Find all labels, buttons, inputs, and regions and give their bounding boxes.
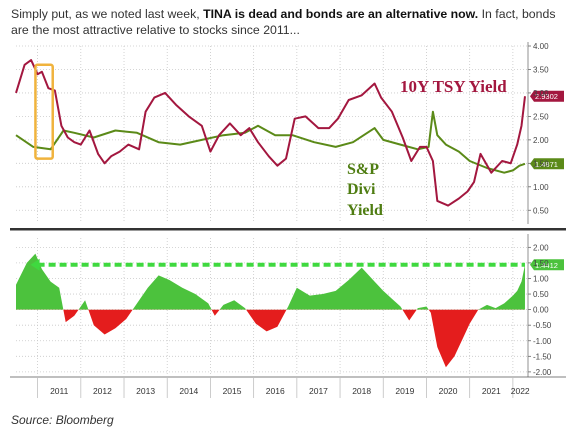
chart-background [10, 40, 566, 405]
y-tick-label-bottom: -1.50 [533, 352, 552, 361]
y-tick-label-top: 3.50 [533, 65, 549, 74]
x-tick-label: 2015 [223, 386, 242, 396]
y-tick-label-top: 3.00 [533, 89, 549, 98]
source-caption: Source: Bloomberg [11, 413, 114, 427]
tsy-last-value-label: 2.9302 [535, 92, 558, 101]
sp-last-value-label: 1.4871 [535, 160, 558, 169]
intro-text: Simply put, as we noted last week, TINA … [11, 6, 566, 38]
x-tick-label: 2013 [136, 386, 155, 396]
x-tick-label: 2016 [266, 386, 285, 396]
tsy-last-value-bg [530, 90, 564, 102]
x-tick-label: 2022 [511, 386, 530, 396]
y-tick-label-bottom: 2.00 [533, 243, 549, 252]
y-tick-label-bottom: -1.00 [533, 337, 552, 346]
y-tick-label-bottom: 1.00 [533, 274, 549, 283]
x-tick-label: 2012 [93, 386, 112, 396]
x-tick-label: 2014 [179, 386, 198, 396]
y-tick-label-top: 4.00 [533, 42, 549, 51]
y-tick-label-top: 0.50 [533, 206, 549, 215]
spread-last-value-label: 1.4412 [535, 261, 558, 270]
tsy-yield-line [15, 59, 526, 207]
intro-part1: Simply put, as we noted last week, [11, 7, 204, 21]
panel-separator [10, 228, 566, 231]
y-tick-label-bottom: -0.50 [533, 321, 552, 330]
chart-container: 2.9302 1.4871 1.4412 4.00 3.50 3.00 2.50 2.00 1… [10, 40, 566, 405]
y-tick-label-bottom: -2.00 [533, 368, 552, 377]
sp-annotation-2: Divi [347, 181, 376, 198]
y-tick-label-top: 2.00 [533, 136, 549, 145]
x-tick-label: 2020 [439, 386, 458, 396]
spread-negative-area [16, 309, 525, 368]
x-tick-label: 2018 [352, 386, 371, 396]
spread-area [16, 253, 525, 368]
yield-lines [15, 59, 526, 207]
x-tick-label: 2019 [395, 386, 414, 396]
x-tick-label: 2021 [482, 386, 501, 396]
tsy-annotation: 10Y TSY Yield [400, 77, 507, 96]
annotations: 10Y TSY Yield S&P Divi Yield [347, 77, 507, 219]
y-tick-label-top: 2.50 [533, 112, 549, 121]
sp-divi-yield-line [15, 110, 526, 174]
chart-svg: 2.9302 1.4871 1.4412 4.00 3.50 3.00 2.50 2.00 1… [10, 40, 566, 405]
intro-bold: TINA is dead and bonds are an alternativ… [203, 7, 479, 21]
spread-positive-area [16, 253, 525, 310]
spread-last-value-bg [530, 259, 564, 271]
axes: 4.00 3.50 3.00 2.50 2.00 1.50 1.00 0.50 2.00 1.50… [10, 42, 566, 398]
sp-last-value-bg [530, 158, 564, 170]
sp-annotation-3: Yield [347, 202, 383, 219]
highlight-2011-box [34, 63, 54, 160]
y-tick-label-bottom: 1.50 [533, 259, 549, 268]
x-tick-label: 2011 [50, 386, 69, 396]
y-tick-label-bottom: 0.50 [533, 290, 549, 299]
overlays: 2.9302 1.4871 1.4412 [30, 63, 564, 271]
y-tick-label-bottom: 0.00 [533, 306, 549, 315]
sp-annotation-1: S&P [347, 161, 379, 178]
y-tick-label-top: 1.00 [533, 183, 549, 192]
intro-part2: In fact, bonds are the most attractive r… [11, 7, 556, 37]
x-tick-label: 2017 [309, 386, 328, 396]
reference-arrow-head [30, 258, 40, 271]
y-tick-label-top: 1.50 [533, 159, 549, 168]
